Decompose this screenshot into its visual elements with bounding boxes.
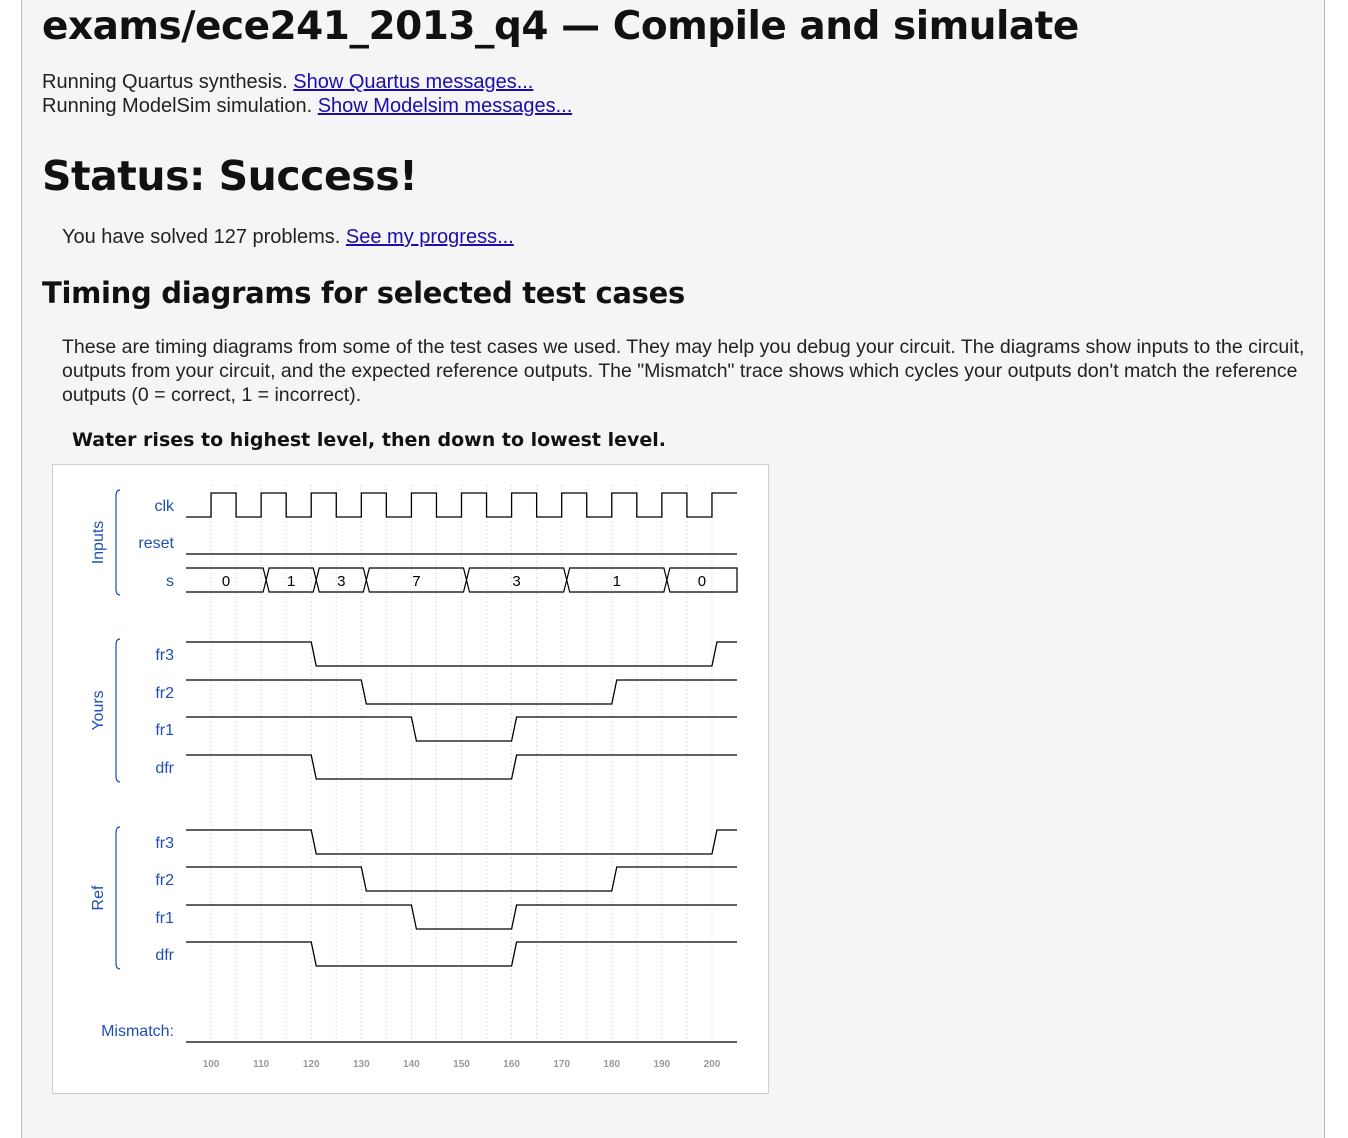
signal-label-clk: clk	[154, 498, 175, 515]
time-tick-label: 130	[353, 1059, 370, 1070]
bus-value-label: 7	[412, 573, 420, 590]
signal-trace	[186, 866, 737, 892]
signal-trace	[186, 716, 737, 742]
progress-line: You have solved 127 problems. See my pro…	[62, 226, 514, 249]
signal-label-dfr: dfr	[155, 760, 174, 777]
timing-diagram: 100 110 120 130 140 150 160 170 180 190 200 Inputs Y…	[52, 464, 769, 1094]
modelsim-status-text: Running ModelSim simulation.	[42, 95, 313, 117]
signal-trace	[186, 679, 737, 705]
time-tick-label: 110	[253, 1059, 270, 1070]
signal-label-fr3: fr3	[155, 647, 174, 664]
signal-label-fr3: fr3	[155, 835, 174, 852]
bus-value-label: 3	[337, 573, 345, 590]
quartus-line: Running Quartus synthesis. Show Quartus …	[42, 71, 533, 94]
test-case-title: Water rises to highest level, then down …	[72, 429, 667, 451]
time-tick-label: 170	[553, 1059, 570, 1070]
time-tick-label: 140	[403, 1059, 420, 1070]
signal-label-fr1: fr1	[155, 722, 174, 739]
time-tick-label: 200	[704, 1059, 721, 1070]
group-brace	[115, 826, 121, 970]
bus-segment	[666, 567, 738, 593]
signal-label-dfr: dfr	[155, 947, 174, 964]
waveform-svg: 100 110 120 130 140 150 160 170 180 190 200InputsY…	[90, 485, 738, 1070]
group-label-ref: Ref	[90, 885, 107, 910]
see-my-progress-link[interactable]: See my progress...	[345, 226, 514, 248]
group-label-yours: Yours	[90, 690, 107, 730]
bus-value-label: 1	[287, 573, 295, 590]
signal-trace	[186, 904, 737, 930]
group-brace	[115, 489, 121, 596]
timing-heading: Timing diagrams for selected test cases	[42, 276, 685, 310]
time-tick-label: 120	[303, 1059, 320, 1070]
time-tick-label: 100	[203, 1059, 220, 1070]
solved-count-text: You have solved 127 problems.	[62, 226, 341, 248]
signal-label-fr2: fr2	[155, 685, 174, 702]
bus-value-label: 1	[613, 573, 621, 590]
show-modelsim-messages-link[interactable]: Show Modelsim messages...	[317, 95, 573, 117]
signal-trace	[186, 754, 737, 780]
bus-value-label: 0	[222, 573, 230, 590]
page-title: exams/ece241_2013_q4 — Compile and simul…	[42, 4, 1079, 49]
show-quartus-messages-link[interactable]: Show Quartus messages...	[293, 71, 534, 93]
signal-label-s: s	[166, 573, 174, 590]
bus-segment	[186, 567, 267, 593]
time-tick-label: 150	[453, 1059, 470, 1070]
group-brace	[115, 638, 121, 783]
bus-value-label: 0	[698, 573, 706, 590]
bus-segment	[365, 567, 468, 593]
clock-trace	[186, 492, 737, 518]
signal-label-reset: reset	[138, 535, 174, 552]
signal-label-mismatch: Mismatch:	[101, 1023, 174, 1040]
time-tick-label: 180	[603, 1059, 620, 1070]
signal-label-fr1: fr1	[155, 910, 174, 927]
bus-segment	[315, 567, 367, 593]
signal-trace	[186, 829, 737, 855]
quartus-status-text: Running Quartus synthesis.	[42, 71, 288, 93]
signal-trace	[186, 641, 737, 667]
timing-description: These are timing diagrams from some of t…	[62, 336, 1305, 406]
bus-segment	[265, 567, 317, 593]
time-tick-label: 190	[654, 1059, 671, 1070]
bus-value-label: 3	[512, 573, 520, 590]
signal-trace	[186, 941, 737, 967]
group-label-inputs: Inputs	[90, 521, 107, 565]
status-title: Status: Success!	[42, 152, 418, 200]
modelsim-line: Running ModelSim simulation. Show Models…	[42, 95, 572, 118]
time-tick-label: 160	[503, 1059, 520, 1070]
signal-label-fr2: fr2	[155, 872, 174, 889]
